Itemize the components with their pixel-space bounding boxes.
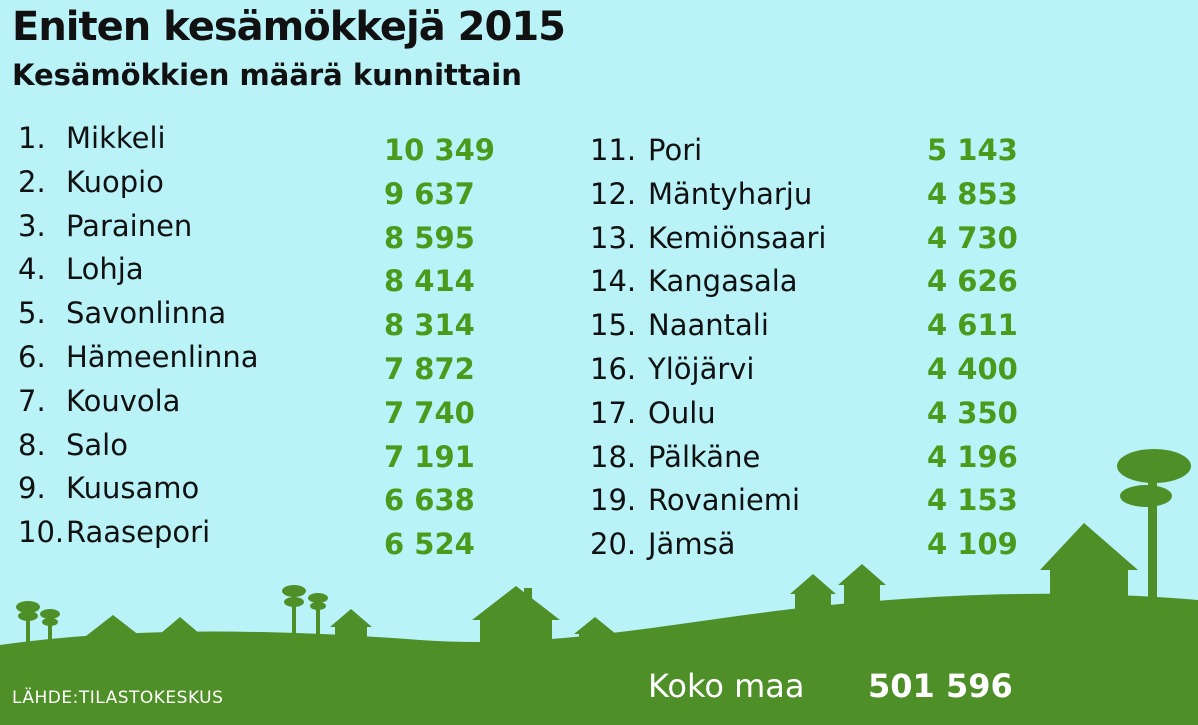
row-municipality: Ylöjärvi <box>648 352 755 386</box>
row-rank: 11. <box>590 133 637 167</box>
row-value: 4 626 <box>927 264 1018 298</box>
row-municipality: Lohja <box>66 252 144 286</box>
row-value: 6 638 <box>384 483 475 517</box>
row-value: 5 143 <box>927 133 1018 167</box>
row-municipality: Parainen <box>66 209 193 243</box>
row-value: 4 109 <box>927 527 1018 561</box>
row-rank: 4. <box>18 252 46 286</box>
row-municipality: Naantali <box>648 308 769 342</box>
row-value: 4 853 <box>927 177 1018 211</box>
row-rank: 3. <box>18 209 46 243</box>
row-municipality: Kangasala <box>648 264 798 298</box>
row-value: 4 350 <box>927 396 1018 430</box>
row-value: 8 314 <box>384 308 475 342</box>
source-note: LÄHDE:TILASTOKESKUS <box>12 688 224 708</box>
row-value: 10 349 <box>384 133 495 167</box>
row-rank: 8. <box>18 428 46 462</box>
row-rank: 20. <box>590 527 637 561</box>
total-value: 501 596 <box>868 667 1013 705</box>
row-municipality: Hämeenlinna <box>66 340 259 374</box>
row-municipality: Salo <box>66 428 128 462</box>
row-municipality: Jämsä <box>648 527 736 561</box>
row-rank: 15. <box>590 308 637 342</box>
row-rank: 16. <box>590 352 637 386</box>
row-rank: 6. <box>18 340 46 374</box>
row-municipality: Kouvola <box>66 384 181 418</box>
row-municipality: Mikkeli <box>66 121 166 155</box>
row-municipality: Savonlinna <box>66 296 227 330</box>
row-municipality: Kemiönsaari <box>648 221 827 255</box>
row-municipality: Rovaniemi <box>648 483 801 517</box>
row-rank: 7. <box>18 384 46 418</box>
row-rank: 2. <box>18 165 46 199</box>
row-value: 4 400 <box>927 352 1018 386</box>
row-value: 4 153 <box>927 483 1018 517</box>
row-rank: 18. <box>590 440 637 474</box>
row-value: 9 637 <box>384 177 475 211</box>
row-value: 4 196 <box>927 440 1018 474</box>
row-rank: 9. <box>18 471 46 505</box>
row-rank: 13. <box>590 221 637 255</box>
row-value: 7 740 <box>384 396 475 430</box>
row-value: 7 191 <box>384 440 475 474</box>
row-rank: 17. <box>590 396 637 430</box>
row-municipality: Pälkäne <box>648 440 761 474</box>
row-value: 8 595 <box>384 221 475 255</box>
row-rank: 19. <box>590 483 637 517</box>
row-rank: 5. <box>18 296 46 330</box>
row-rank: 10. <box>18 515 65 549</box>
chart-title: Eniten kesämökkejä 2015 <box>12 4 566 50</box>
row-municipality: Kuusamo <box>66 471 200 505</box>
row-value: 7 872 <box>384 352 475 386</box>
row-value: 4 730 <box>927 221 1018 255</box>
row-municipality: Raasepori <box>66 515 211 549</box>
row-rank: 12. <box>590 177 637 211</box>
row-municipality: Mäntyharju <box>648 177 813 211</box>
row-value: 6 524 <box>384 527 475 561</box>
total-label: Koko maa <box>648 667 805 705</box>
chart-subtitle: Kesämökkien määrä kunnittain <box>12 58 522 92</box>
row-value: 8 414 <box>384 264 475 298</box>
row-rank: 1. <box>18 121 46 155</box>
row-municipality: Pori <box>648 133 703 167</box>
row-rank: 14. <box>590 264 637 298</box>
row-value: 4 611 <box>927 308 1018 342</box>
row-municipality: Oulu <box>648 396 716 430</box>
row-municipality: Kuopio <box>66 165 164 199</box>
